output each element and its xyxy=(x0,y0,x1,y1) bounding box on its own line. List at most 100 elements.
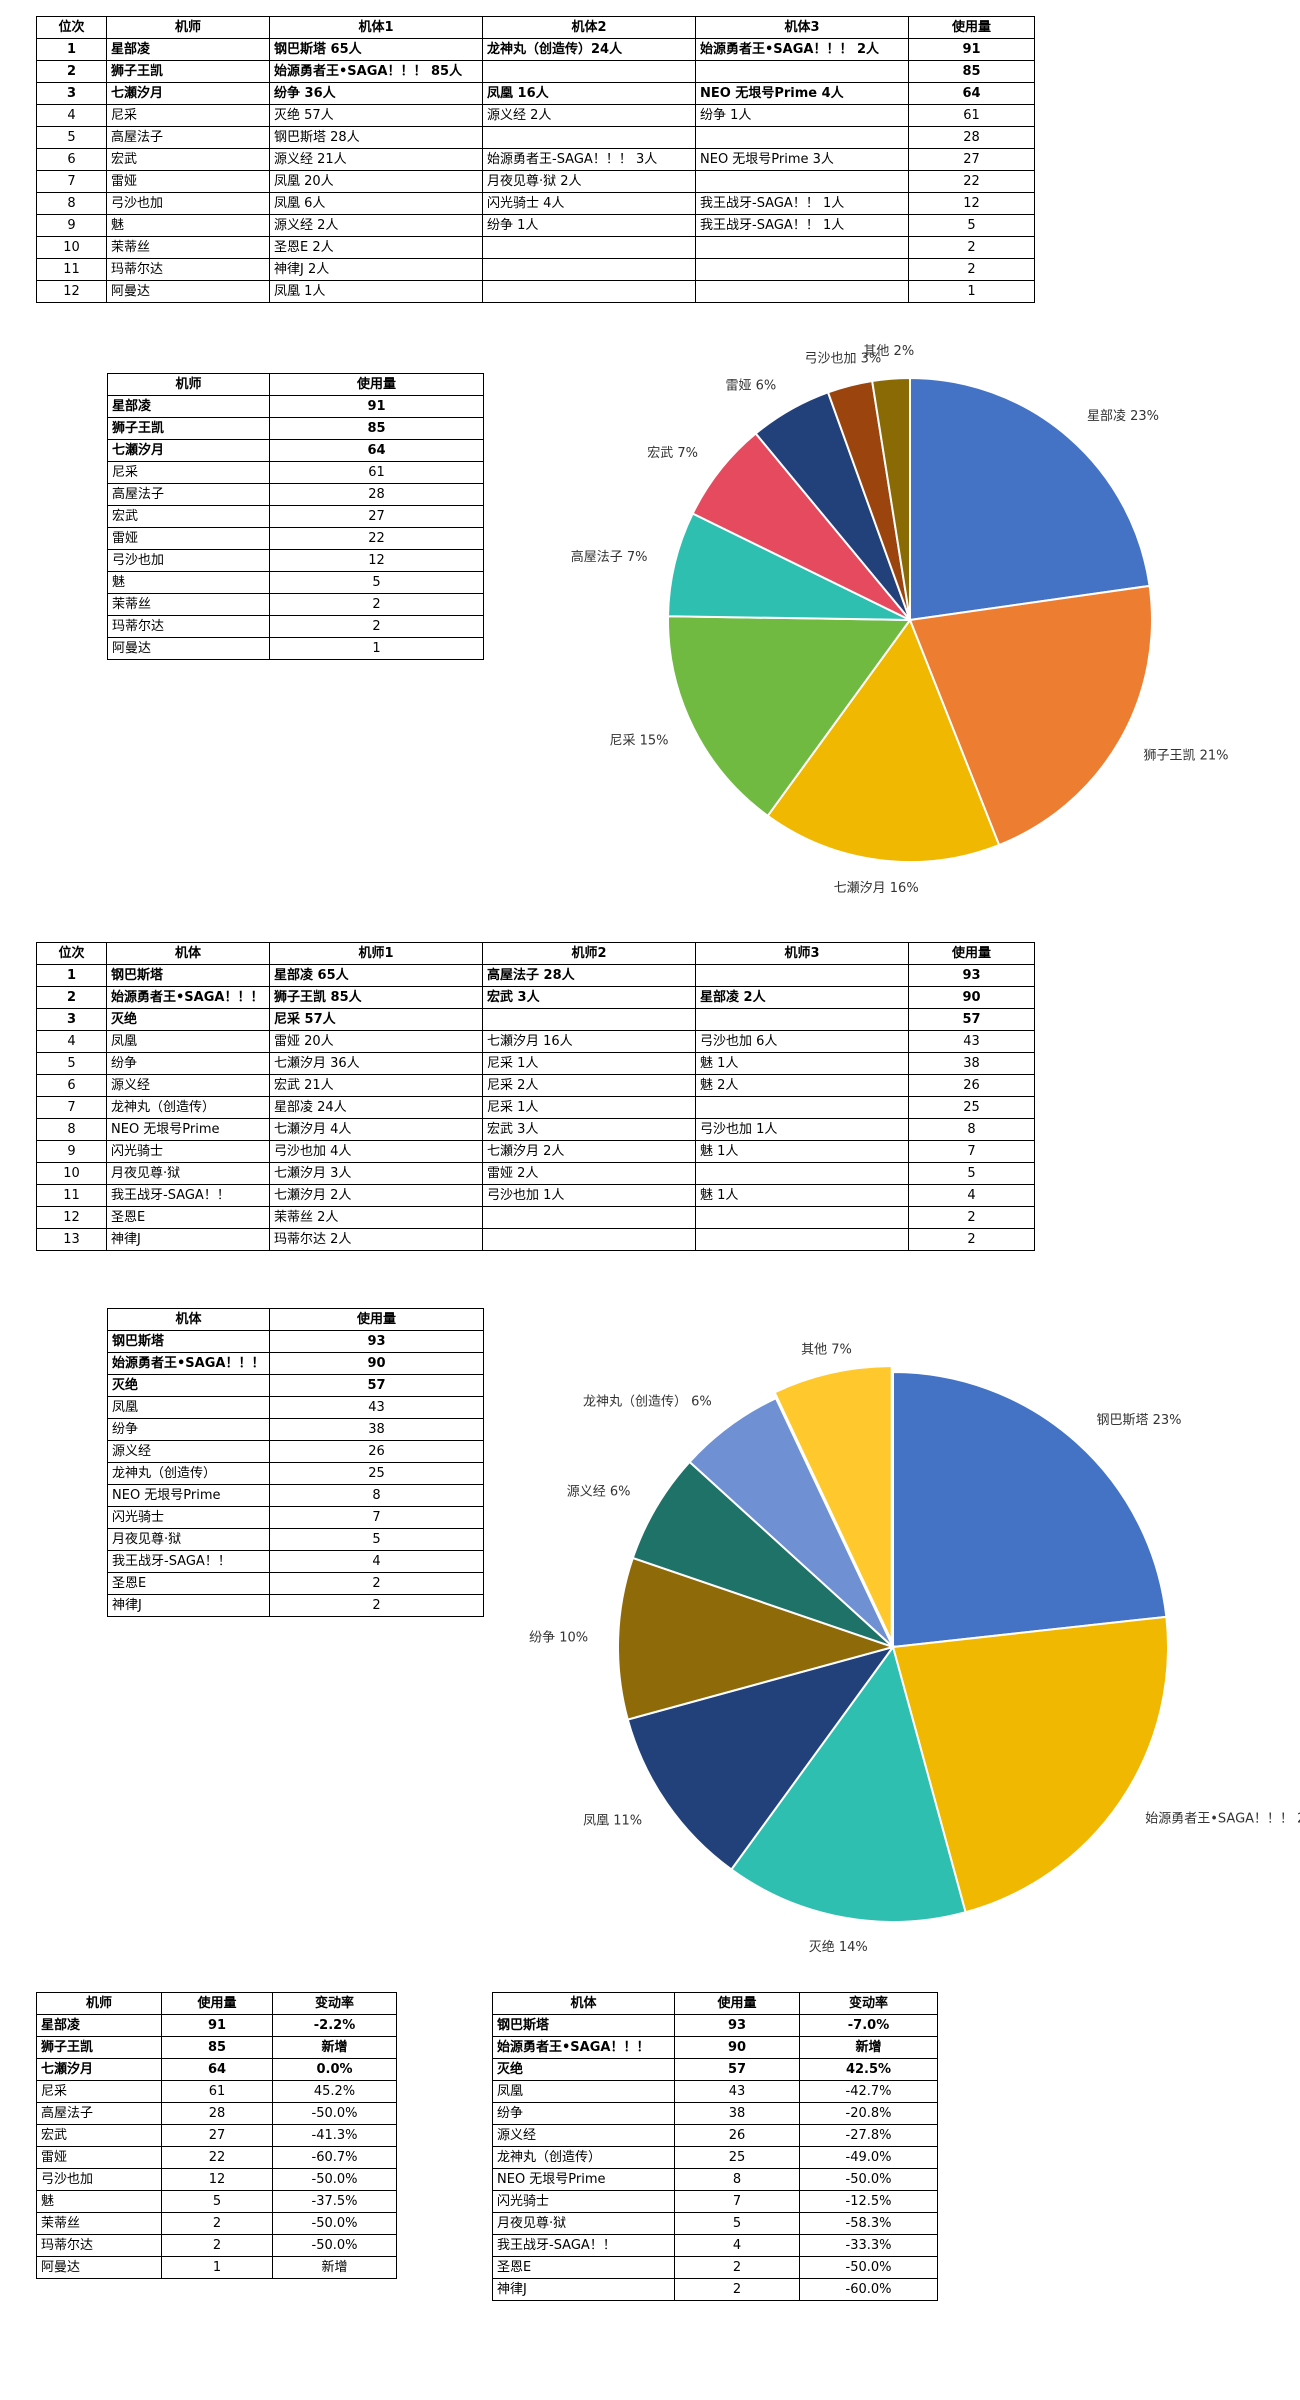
table-cell-m2 xyxy=(482,126,696,149)
table-cell-count: 38 xyxy=(674,2102,800,2125)
column-header: 使用量 xyxy=(161,1992,273,2015)
table-row: 纷争 38 xyxy=(107,1418,484,1441)
table-cell-rank: 5 xyxy=(36,126,107,149)
table-cell-count: 90 xyxy=(674,2036,800,2059)
table-cell-name: 源义经 xyxy=(107,1440,270,1463)
table-cell-rank: 6 xyxy=(36,148,107,171)
pie-data-label: 狮子王凯 21% xyxy=(1143,749,1228,764)
table-row: 圣恩E 2 xyxy=(107,1572,484,1595)
column-header: 使用量 xyxy=(908,942,1035,965)
column-header: 使用量 xyxy=(269,373,484,396)
table-cell-count: 27 xyxy=(161,2124,273,2147)
table-row: 神律J 2 -60.0% xyxy=(492,2278,938,2301)
pie-data-label: 始源勇者王•SAGA！！！ 23% xyxy=(1145,1811,1300,1826)
table-cell-count: 38 xyxy=(908,1052,1035,1075)
table-cell-m1: 钢巴斯塔 28人 xyxy=(269,126,483,149)
table-cell-name: 钢巴斯塔 xyxy=(106,964,270,987)
table-cell-count: 5 xyxy=(908,1162,1035,1185)
table-cell-count: 25 xyxy=(269,1462,484,1485)
table-cell-count: 64 xyxy=(269,439,484,462)
table-cell-count: 43 xyxy=(908,1030,1035,1053)
table-cell-name: 玛蒂尔达 xyxy=(107,615,270,638)
table-cell-rate: -7.0% xyxy=(799,2014,938,2037)
mech-change-table: 机体 使用量 变动率 钢巴斯塔 93 -7.0% 始源勇者王•SAGA！！！ 90 新增 灭绝 5… xyxy=(492,1992,938,2301)
table-cell-rank: 5 xyxy=(36,1052,107,1075)
pie-slice xyxy=(667,512,911,621)
table-cell-count: 12 xyxy=(908,192,1035,215)
table-cell-rank: 9 xyxy=(36,1140,107,1163)
table-cell-m3 xyxy=(695,964,909,987)
table-cell-name: 月夜见尊·狱 xyxy=(106,1162,270,1185)
table-cell-rate: -33.3% xyxy=(799,2234,938,2257)
table-cell-rate: -50.0% xyxy=(272,2168,397,2191)
pie-slice xyxy=(870,376,911,621)
pie-data-label: 纷争 10% xyxy=(529,1630,588,1645)
table-cell-name: 魅 xyxy=(107,571,270,594)
table-cell-name: 凤凰 xyxy=(106,1030,270,1053)
table-cell-count: 93 xyxy=(674,2014,800,2037)
table-cell-name: 雷娅 xyxy=(36,2146,162,2169)
table-cell-m1: 凤凰 20人 xyxy=(269,170,483,193)
table-row: 源义经 26 -27.8% xyxy=(492,2124,938,2147)
table-cell-count: 28 xyxy=(269,483,484,506)
table-row: 7 龙神丸（创造传） 星部凌 24人 尼采 1人 25 xyxy=(36,1096,1035,1119)
pie-slice xyxy=(909,376,1151,622)
table-cell-name: 始源勇者王•SAGA！！！ xyxy=(106,986,270,1009)
table-row: 4 凤凰 雷娅 20人 七瀬汐月 16人 弓沙也加 6人 43 xyxy=(36,1030,1035,1053)
table-row: 星部凌 91 -2.2% xyxy=(36,2014,397,2037)
table-cell-name: 凤凰 xyxy=(492,2080,675,2103)
table-row: 茉蒂丝 2 xyxy=(107,593,484,616)
table-cell-name: 魅 xyxy=(106,214,270,237)
table-cell-count: 28 xyxy=(908,126,1035,149)
table-cell-m3: 弓沙也加 1人 xyxy=(695,1118,909,1141)
table-cell-m1: 尼采 57人 xyxy=(269,1008,483,1031)
table-cell-m2: 雷娅 2人 xyxy=(482,1162,696,1185)
table-cell-count: 85 xyxy=(269,417,484,440)
table-cell-count: 61 xyxy=(908,104,1035,127)
table-cell-m2: 尼采 1人 xyxy=(482,1096,696,1119)
table-row: 闪光骑士 7 -12.5% xyxy=(492,2190,938,2213)
column-header: 机师1 xyxy=(269,942,483,965)
table-cell-name: 阿曼达 xyxy=(36,2256,162,2279)
table-cell-count: 1 xyxy=(908,280,1035,303)
table-cell-name: 月夜见尊·狱 xyxy=(107,1528,270,1551)
table-cell-count: 1 xyxy=(161,2256,273,2279)
table-row: 9 闪光骑士 弓沙也加 4人 七瀬汐月 2人魅 1人 7 xyxy=(36,1140,1035,1163)
table-row: 闪光骑士 7 xyxy=(107,1506,484,1529)
table-cell-name: 灭绝 xyxy=(107,1374,270,1397)
table-cell-m2 xyxy=(482,258,696,281)
table-cell-m3 xyxy=(695,1228,909,1251)
table-cell-name: 龙神丸（创造传） xyxy=(107,1462,270,1485)
table-header-row: 机师 使用量 xyxy=(107,373,484,396)
table-cell-name: 弓沙也加 xyxy=(107,549,270,572)
table-cell-m2: 宏武 3人 xyxy=(482,1118,696,1141)
table-cell-name: 始源勇者王•SAGA！！！ xyxy=(492,2036,675,2059)
table-row: 雷娅 22 xyxy=(107,527,484,550)
table-cell-m3: 我王战牙-SAGA！！ 1人 xyxy=(695,214,909,237)
table-cell-rate: -58.3% xyxy=(799,2212,938,2235)
table-cell-count: 22 xyxy=(908,170,1035,193)
column-header: 机师 xyxy=(106,16,270,39)
table-cell-rate: -27.8% xyxy=(799,2124,938,2147)
table-cell-count: 90 xyxy=(908,986,1035,1009)
table-cell-count: 93 xyxy=(269,1330,484,1353)
table-cell-m3 xyxy=(695,1162,909,1185)
table-cell-name: 狮子王凯 xyxy=(36,2036,162,2059)
table-cell-name: 狮子王凯 xyxy=(106,60,270,83)
table-cell-name: 星部凌 xyxy=(107,395,270,418)
table-cell-count: 5 xyxy=(161,2190,273,2213)
table-row: 月夜见尊·狱 5 xyxy=(107,1528,484,1551)
pie-data-label: 弓沙也加 3% xyxy=(804,351,881,366)
table-cell-m1: 星部凌 65人 xyxy=(269,964,483,987)
column-header: 使用量 xyxy=(269,1308,484,1331)
table-cell-name: 星部凌 xyxy=(36,2014,162,2037)
table-cell-rank: 4 xyxy=(36,104,107,127)
table-cell-rank: 11 xyxy=(36,1184,107,1207)
table-cell-count: 57 xyxy=(908,1008,1035,1031)
table-cell-m1: 七瀬汐月 2人 xyxy=(269,1184,483,1207)
table-cell-m1: 茉蒂丝 2人 xyxy=(269,1206,483,1229)
table-cell-m2: 宏武 3人 xyxy=(482,986,696,1009)
table-cell-count: 25 xyxy=(674,2146,800,2169)
table-row: 七瀬汐月 64 xyxy=(107,439,484,462)
table-cell-m1: 狮子王凯 85人 xyxy=(269,986,483,1009)
